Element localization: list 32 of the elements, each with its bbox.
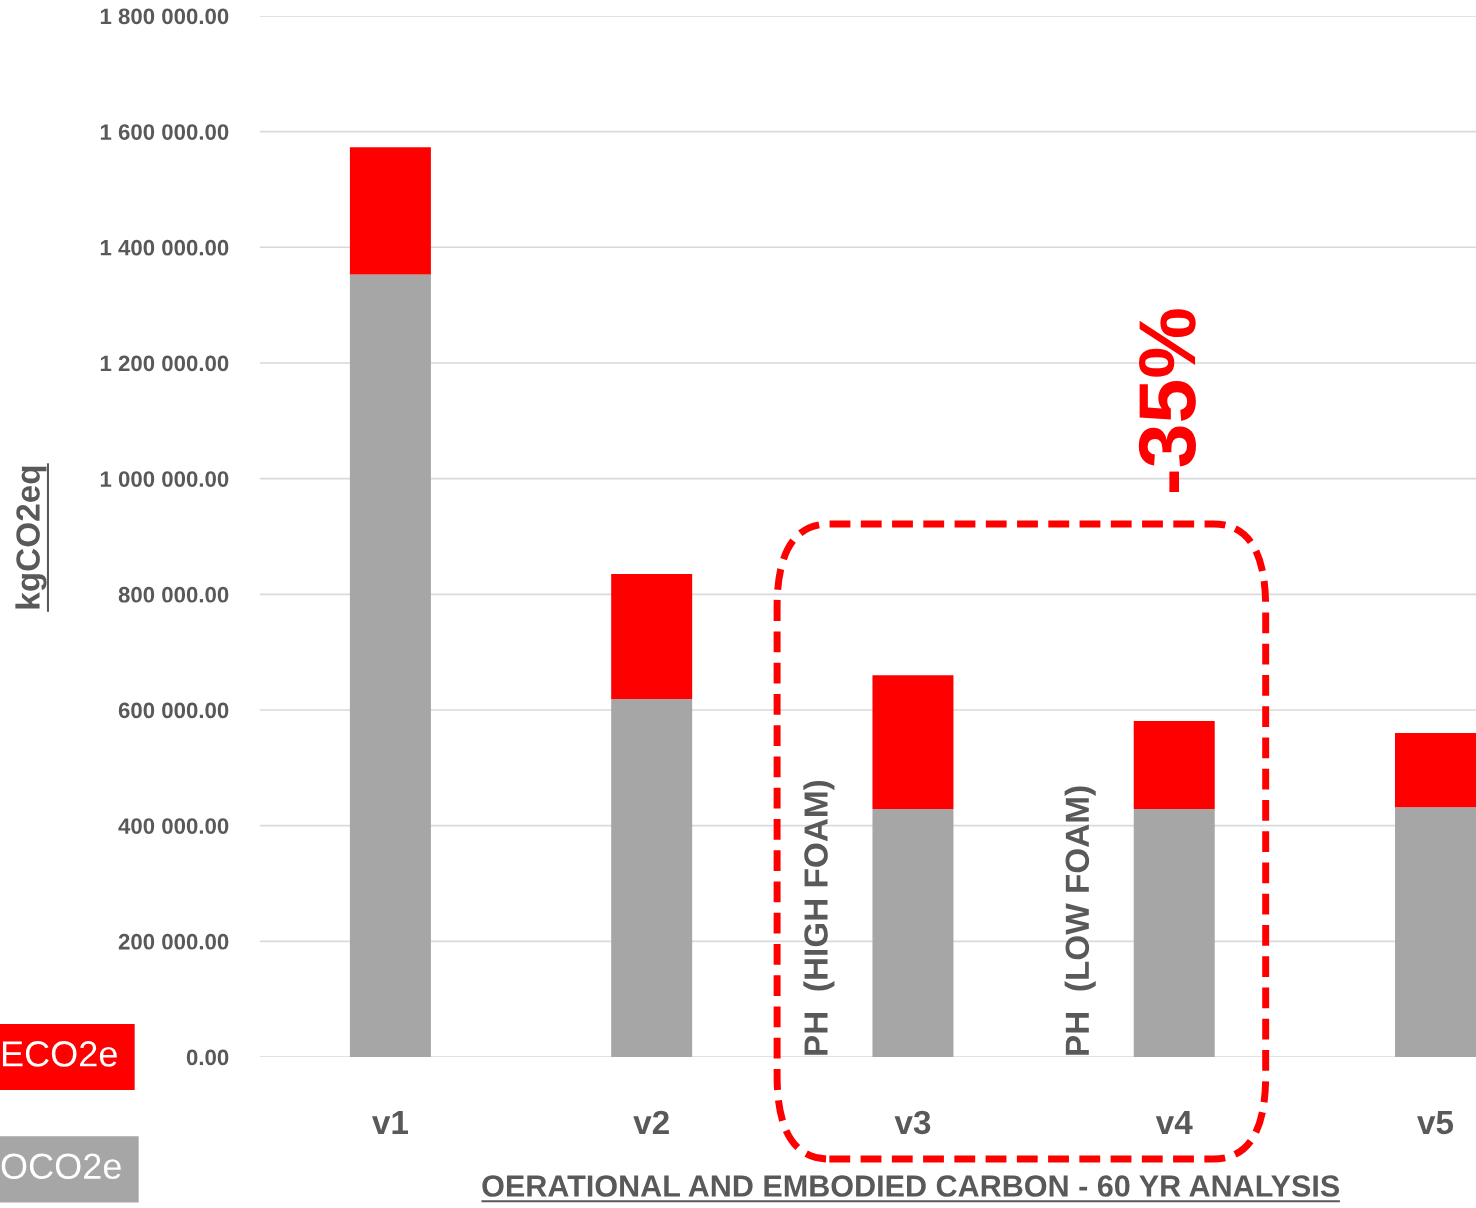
x-tick-label: v5 <box>1417 1111 1454 1135</box>
y-tick-label: 600 000.00 <box>118 702 229 719</box>
y-tick-label: 0.00 <box>186 1049 229 1066</box>
text: OCO2e <box>1 1153 121 1180</box>
y-tick-label: 1 800 000.00 <box>100 8 229 25</box>
annotation: PH (HIGH FOAM) <box>803 780 835 1055</box>
x-tick-label: v2 <box>633 1110 669 1134</box>
y-tick-label: 1 400 000.00 <box>100 239 229 256</box>
bar <box>872 808 954 1057</box>
bar <box>611 574 693 699</box>
x-axis-title: OERATIONAL AND EMBODIED CARBON - 60 YR ANALYSIS <box>482 1175 1340 1197</box>
y-tick-label: 200 000.00 <box>118 933 229 950</box>
y-axis-title: kgCO2eq <box>15 466 47 609</box>
y-tick-label: 800 000.00 <box>118 586 229 603</box>
y-tick-label: 400 000.00 <box>118 818 229 834</box>
bar <box>349 147 431 275</box>
x-tick-label: v4 <box>1155 1111 1193 1134</box>
annotation: -35% <box>1138 309 1196 493</box>
bar <box>349 274 431 1057</box>
x-tick-label: v1 <box>372 1111 409 1134</box>
bar <box>872 675 954 809</box>
bar <box>611 698 693 1057</box>
y-tick-label: 1 000 000.00 <box>100 471 229 487</box>
bar <box>1395 807 1476 1057</box>
y-tick-label: 1 200 000.00 <box>100 355 229 372</box>
bar <box>1395 733 1476 808</box>
y-tick-label: 1 600 000.00 <box>100 124 229 140</box>
annotation: PH (LOW FOAM) <box>1064 786 1096 1055</box>
bar <box>1133 720 1215 809</box>
x-tick-label: v3 <box>894 1110 931 1135</box>
text: ECO2e <box>2 1041 117 1067</box>
bar <box>1133 808 1215 1057</box>
